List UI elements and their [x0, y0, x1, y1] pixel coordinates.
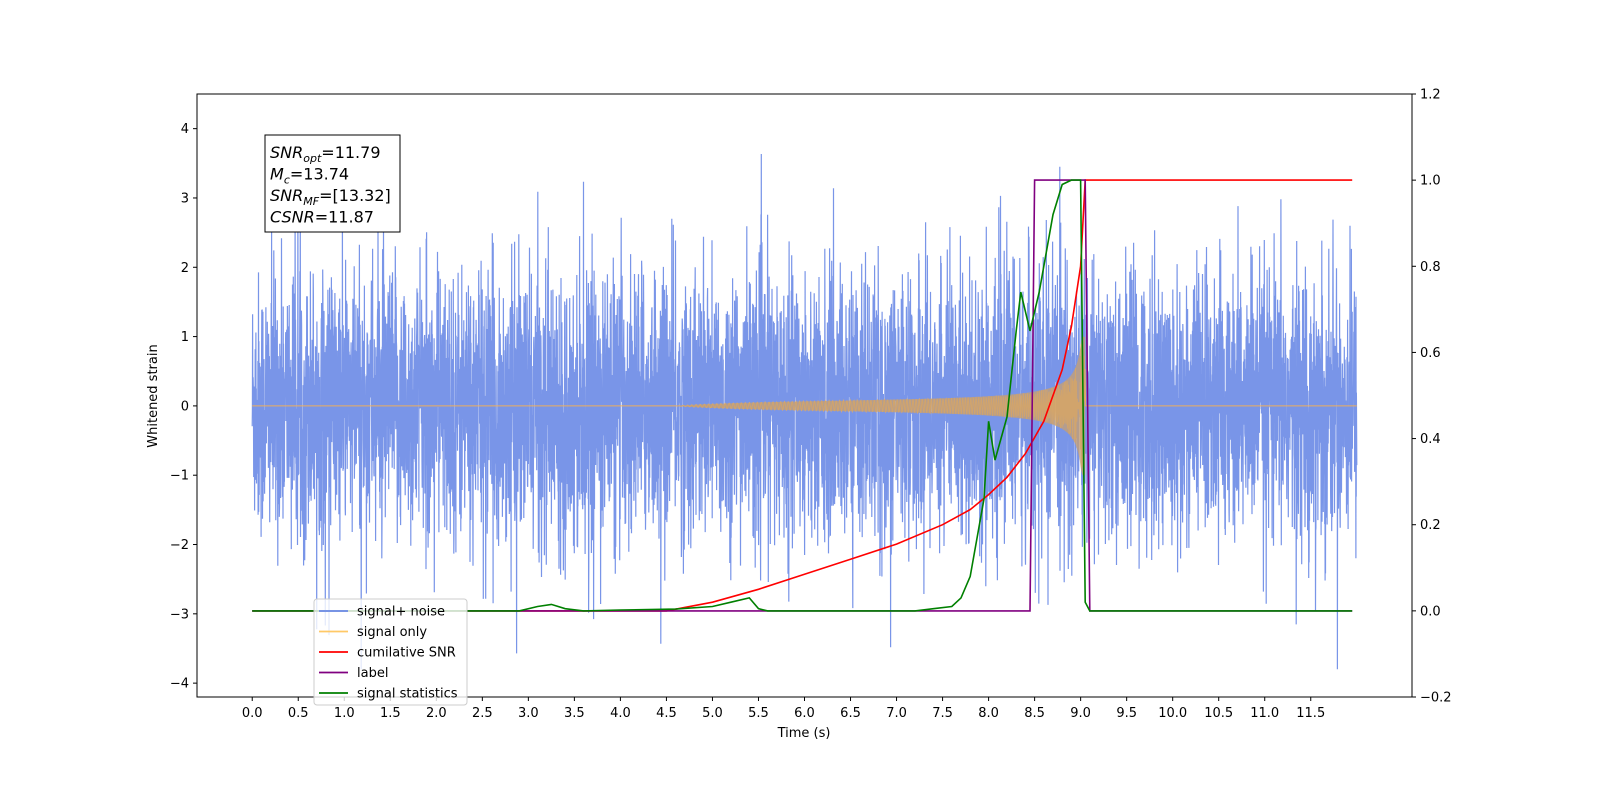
x-tick-label: 5.0	[702, 706, 723, 721]
y-tick-label-left: −2	[170, 538, 189, 553]
x-tick-label: 0.5	[288, 706, 309, 721]
legend-label: signal+ noise	[357, 605, 445, 620]
y-tick-label-left: 0	[181, 399, 189, 414]
x-tick-label: 8.0	[978, 706, 999, 721]
x-tick-label: 9.0	[1070, 706, 1091, 721]
x-tick-label: 6.0	[794, 706, 815, 721]
stats-annotation-box: SNRopt=11.79Mc=13.74SNRMF=[13.32]CSNR=11…	[264, 134, 401, 233]
x-tick-label: 4.5	[656, 706, 677, 721]
x-tick-label: 8.5	[1024, 706, 1045, 721]
y-tick-label-right: 0.6	[1420, 346, 1441, 361]
y-tick-label-left: 4	[181, 122, 189, 137]
x-tick-label: 10.5	[1204, 706, 1233, 721]
x-tick-label: 2.5	[472, 706, 493, 721]
x-axis-label: Time (s)	[777, 726, 831, 741]
legend-label: label	[357, 666, 388, 681]
legend-frame	[313, 598, 468, 706]
x-tick-label: 0.0	[242, 706, 263, 721]
x-tick-label: 5.5	[748, 706, 769, 721]
y-tick-label-left: 1	[181, 330, 189, 345]
legend-label: cumilative SNR	[357, 646, 456, 661]
series-line-signal-statistics	[252, 179, 1353, 612]
x-axis: 0.0 0.5 1.0 1.5 2.0 2.5 3.0 3.5 4.0 4.5 5.0 5.5 6.0 6…	[242, 697, 1325, 721]
x-tick-label: 3.5	[564, 706, 585, 721]
legend-label: signal only	[357, 625, 427, 640]
signal-only-envelope	[675, 336, 1086, 476]
x-tick-label: 2.0	[426, 706, 447, 721]
x-tick-label: 1.5	[380, 706, 401, 721]
annotation-line: CSNR=11.87	[270, 208, 374, 227]
y-tick-label-right: 0.4	[1420, 432, 1441, 447]
x-tick-label: 6.5	[840, 706, 861, 721]
series-line-cumilative-snr	[252, 179, 1353, 612]
annotation-line: Mc=13.74	[270, 165, 349, 187]
annotation-line: SNRMF=[13.32]	[270, 186, 391, 208]
y-tick-label-right: −0.2	[1420, 691, 1452, 706]
x-tick-label: 11.5	[1296, 706, 1325, 721]
right-axis-series	[252, 179, 1353, 612]
x-tick-label: 1.0	[334, 706, 355, 721]
x-tick-label: 3.0	[518, 706, 539, 721]
y-axis-right: 1.2 1.0 0.8 0.6 0.4 0.2 0.0 −0.2	[1412, 88, 1452, 706]
x-tick-label: 10.0	[1158, 706, 1187, 721]
y-tick-label-right: 1.2	[1420, 88, 1441, 103]
y-tick-label-left: −3	[170, 607, 189, 622]
y-tick-label-right: 0.0	[1420, 604, 1441, 619]
y-axis-label-left: Whitened strain	[146, 344, 161, 447]
x-tick-label: 11.0	[1250, 706, 1279, 721]
legend: signal+ noise signal only cumilative SNR la…	[313, 598, 468, 706]
y-tick-label-right: 0.8	[1420, 260, 1441, 275]
y-tick-label-left: 3	[181, 191, 189, 206]
x-tick-label: 4.0	[610, 706, 631, 721]
x-tick-label: 9.5	[1116, 706, 1137, 721]
y-tick-label-left: −1	[170, 469, 189, 484]
annotation-line: SNRopt=11.79	[270, 143, 381, 165]
x-tick-label: 7.0	[886, 706, 907, 721]
y-axis-left: 4 3 2 1 0 −1 −2 −3 −4	[170, 122, 197, 692]
y-tick-label-left: −4	[170, 677, 189, 692]
y-tick-label-left: 2	[181, 261, 189, 276]
y-tick-label-right: 1.0	[1420, 174, 1441, 189]
annotation-frame	[264, 134, 401, 233]
series-signal-only	[252, 336, 1357, 476]
legend-label: signal statistics	[357, 687, 458, 702]
y-tick-label-right: 0.2	[1420, 518, 1441, 533]
x-tick-label: 7.5	[932, 706, 953, 721]
